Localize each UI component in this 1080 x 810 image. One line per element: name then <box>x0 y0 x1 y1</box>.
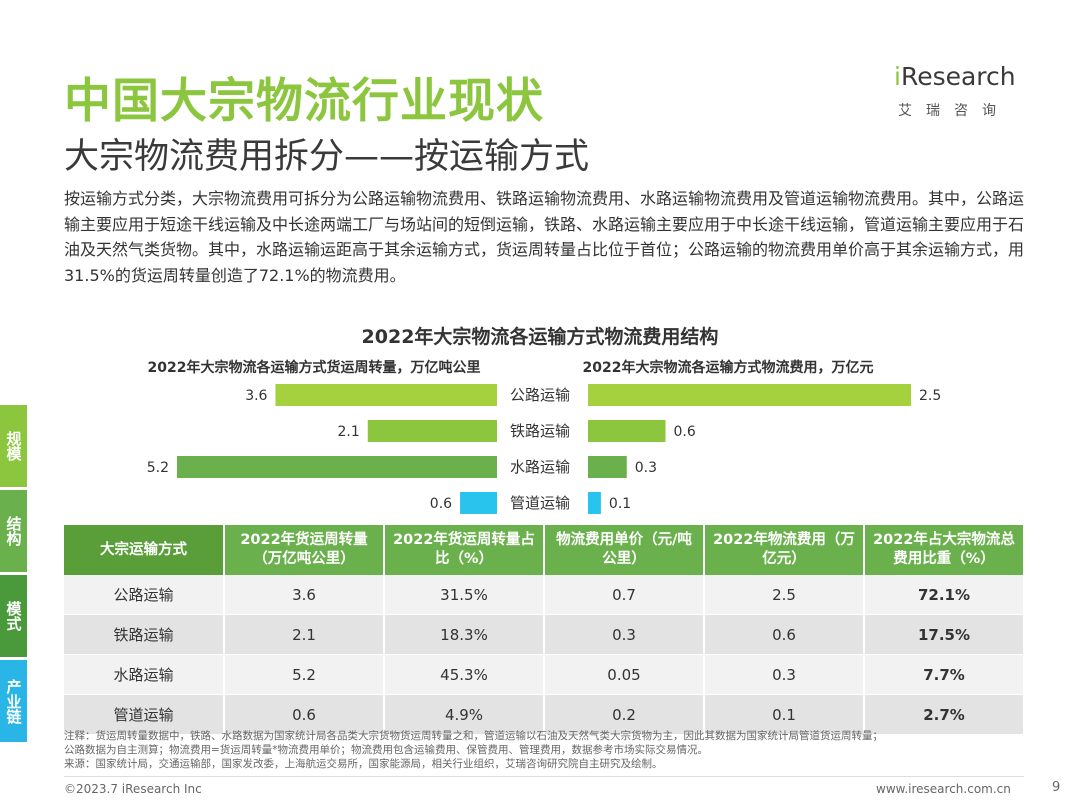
category-label: 铁路运输 <box>510 422 570 440</box>
bar-right-label: 0.6 <box>674 424 696 440</box>
bar-left-label: 5.2 <box>147 460 169 476</box>
table-header: 2022年货运周转量占比（%） <box>384 525 545 575</box>
table-row: 水路运输 5.2 45.3% 0.05 0.3 7.7% <box>64 654 1025 695</box>
table-cell: 水路运输 <box>64 654 225 695</box>
note-line: 公路数据为自主测算；物流费用=货运周转量*物流费用单价；物流费用包含运输费用、保… <box>64 744 709 756</box>
table-row: 公路运输 3.6 31.5% 0.7 2.5 72.1% <box>64 575 1025 615</box>
left-series-title: 2022年大宗物流各运输方式货运周转量，万亿吨公里 <box>148 359 481 376</box>
bar-right-label: 2.5 <box>919 388 941 404</box>
table-cell: 0.2 <box>544 694 705 735</box>
side-tab-scale[interactable]: 规模 <box>0 405 27 487</box>
footer-divider <box>64 776 1024 777</box>
logo-text: iResearch <box>894 62 1016 91</box>
table-cell: 17.5% <box>864 614 1025 655</box>
table-cell: 0.7 <box>544 575 705 615</box>
table-header: 大宗运输方式 <box>64 525 225 575</box>
page-subtitle: 大宗物流费用拆分——按运输方式 <box>64 137 590 177</box>
table-cell: 0.05 <box>544 654 705 695</box>
side-tab-label: 结构 <box>4 516 23 546</box>
bar-left <box>367 420 497 442</box>
table-cell: 72.1% <box>864 575 1025 615</box>
table-header: 2022年物流费用（万亿元） <box>704 525 865 575</box>
table-cell: 2.5 <box>704 575 865 615</box>
page-number: 9 <box>1052 780 1061 795</box>
page-title: 中国大宗物流行业现状 <box>64 74 544 129</box>
table-cell: 铁路运输 <box>64 614 225 655</box>
table-cell: 公路运输 <box>64 575 225 615</box>
logo-research: Research <box>900 62 1016 91</box>
chart-title: 2022年大宗物流各运输方式物流费用结构 <box>361 326 719 348</box>
note-line: 注释：货运周转量数据中，铁路、水路数据为国家统计局各品类大宗货物货运周转量之和，… <box>64 730 883 742</box>
logo-i: i <box>894 62 901 91</box>
intro-paragraph: 按运输方式分类，大宗物流费用可拆分为公路运输物流费用、铁路运输物流费用、水路运输… <box>64 189 1025 285</box>
table-cell: 18.3% <box>384 614 545 655</box>
side-tab-industry-chain[interactable]: 产业链 <box>0 660 27 742</box>
table-cell: 0.6 <box>224 694 385 735</box>
bar-right <box>588 492 601 514</box>
footnotes: 注释：货运周转量数据中，铁路、水路数据为国家统计局各品类大宗货物货运周转量之和，… <box>64 729 1024 771</box>
side-tab-label: 模式 <box>4 601 23 631</box>
side-tab-label: 规模 <box>4 431 23 461</box>
category-label: 水路运输 <box>510 458 570 476</box>
bar-right-label: 0.1 <box>609 496 631 512</box>
bar-right <box>588 456 627 478</box>
table-header: 2022年占大宗物流总费用比重（%） <box>864 525 1025 575</box>
bar-right <box>588 384 911 406</box>
side-tab-model[interactable]: 模式 <box>0 575 27 657</box>
right-series-title: 2022年大宗物流各运输方式物流费用，万亿元 <box>583 359 874 376</box>
bar-left-label: 0.6 <box>430 496 452 512</box>
source-line: 来源：国家统计局，交通运输部，国家发改委，上海航运交易所，国家能源局，相关行业组… <box>64 758 663 770</box>
table-cell: 5.2 <box>224 654 385 695</box>
table-header-row: 大宗运输方式 2022年货运周转量（万亿吨公里） 2022年货运周转量占比（%）… <box>64 525 1025 575</box>
table-cell: 0.3 <box>544 614 705 655</box>
footer-copyright: ©2023.7 iResearch Inc <box>64 782 202 796</box>
table-row: 管道运输 0.6 4.9% 0.2 0.1 2.7% <box>64 694 1025 735</box>
table-cell: 7.7% <box>864 654 1025 695</box>
butterfly-bar-chart: 2022年大宗物流各运输方式货运周转量，万亿吨公里 2022年大宗物流各运输方式物… <box>147 359 941 514</box>
bar-right-label: 0.3 <box>635 460 657 476</box>
logo-chinese: 艾瑞咨询 <box>898 103 1010 119</box>
footer-website[interactable]: www.iresearch.com.cn <box>876 782 1011 796</box>
category-label: 公路运输 <box>510 386 570 404</box>
table-cell: 0.1 <box>704 694 865 735</box>
bar-left <box>460 492 497 514</box>
table-cell: 管道运输 <box>64 694 225 735</box>
iresearch-logo: iResearch 艾瑞咨询 <box>890 56 1030 122</box>
data-table: 大宗运输方式 2022年货运周转量（万亿吨公里） 2022年货运周转量占比（%）… <box>64 525 1025 735</box>
bar-left <box>275 384 497 406</box>
table-cell: 31.5% <box>384 575 545 615</box>
bar-left-label: 2.1 <box>338 424 360 440</box>
bar-right <box>588 420 666 442</box>
table-cell: 3.6 <box>224 575 385 615</box>
bar-left-label: 3.6 <box>245 388 267 404</box>
table-header: 物流费用单价（元/吨公里） <box>544 525 705 575</box>
table-cell: 2.1 <box>224 614 385 655</box>
side-tab-structure[interactable]: 结构 <box>0 490 27 572</box>
table-row: 铁路运输 2.1 18.3% 0.3 0.6 17.5% <box>64 614 1025 655</box>
side-tab-label: 产业链 <box>4 678 23 724</box>
table-cell: 45.3% <box>384 654 545 695</box>
table-cell: 4.9% <box>384 694 545 735</box>
bar-left <box>177 456 497 478</box>
table-cell: 2.7% <box>864 694 1025 735</box>
table-cell: 0.6 <box>704 614 865 655</box>
table-header: 2022年货运周转量（万亿吨公里） <box>224 525 385 575</box>
category-label: 管道运输 <box>510 494 570 512</box>
table-cell: 0.3 <box>704 654 865 695</box>
